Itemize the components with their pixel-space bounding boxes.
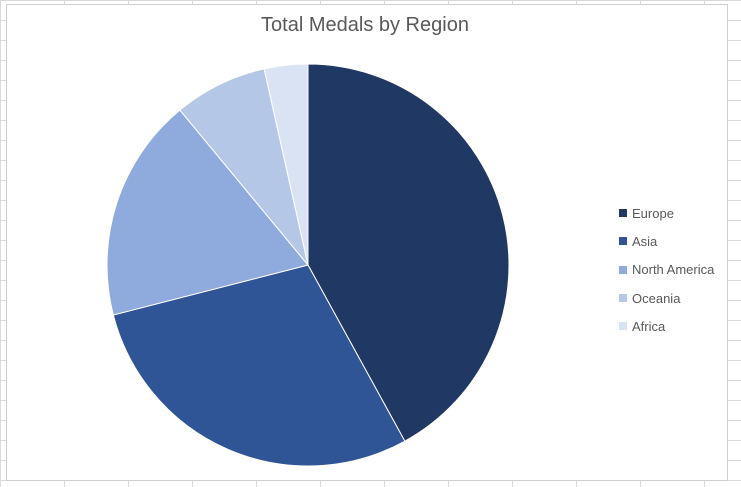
legend-label: Africa: [632, 318, 666, 334]
pie-slice-africa[interactable]: [263, 63, 309, 266]
pie-slice-north-america[interactable]: [106, 109, 309, 316]
legend-swatch: [619, 322, 627, 331]
legend-item-africa[interactable]: Africa: [619, 312, 737, 340]
pie-slice-europe[interactable]: [307, 63, 510, 442]
legend-swatch: [619, 209, 627, 218]
legend-item-north-america[interactable]: North America: [619, 256, 737, 284]
legend-swatch: [619, 237, 627, 246]
pie-slice-asia[interactable]: [112, 264, 406, 467]
pie-slices: [106, 63, 510, 467]
pie-slice-oceania[interactable]: [179, 68, 309, 266]
legend-label: Europe: [632, 205, 674, 221]
chart-title: Total Medals by Region: [261, 14, 469, 36]
legend-item-oceania[interactable]: Oceania: [619, 284, 737, 312]
legend-label: North America: [632, 262, 715, 278]
legend-label: Asia: [632, 233, 658, 249]
chart-legend: Europe Asia North America Oceania Africa: [619, 199, 737, 340]
legend-swatch: [619, 294, 627, 303]
legend-swatch: [619, 265, 627, 274]
legend-label: Oceania: [632, 290, 681, 306]
legend-item-asia[interactable]: Asia: [619, 227, 737, 255]
legend-item-europe[interactable]: Europe: [619, 199, 737, 227]
